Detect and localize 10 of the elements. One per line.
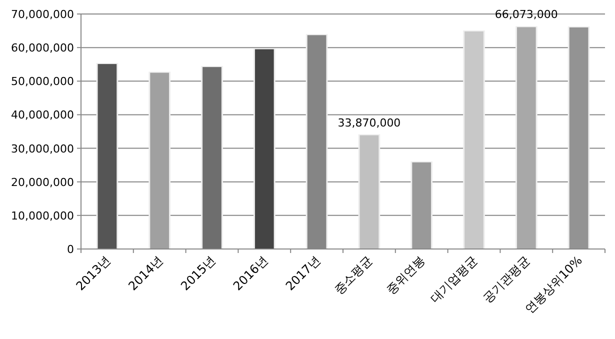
y-tick-label: 0 xyxy=(67,243,74,256)
data-label: 66,073,000 xyxy=(494,8,558,22)
y-tick-label: 40,000,000 xyxy=(11,108,74,122)
y-tick-label: 50,000,000 xyxy=(11,75,74,88)
data-label: 33,870,000 xyxy=(338,116,401,130)
y-tick-label: 30,000,000 xyxy=(11,142,74,156)
y-tick-label: 70,000,000 xyxy=(11,8,74,21)
y-tick-label: 60,000,000 xyxy=(11,42,74,55)
y-tick-label: 20,000,000 xyxy=(11,176,74,189)
y-tick-label: 10,000,000 xyxy=(11,209,74,222)
